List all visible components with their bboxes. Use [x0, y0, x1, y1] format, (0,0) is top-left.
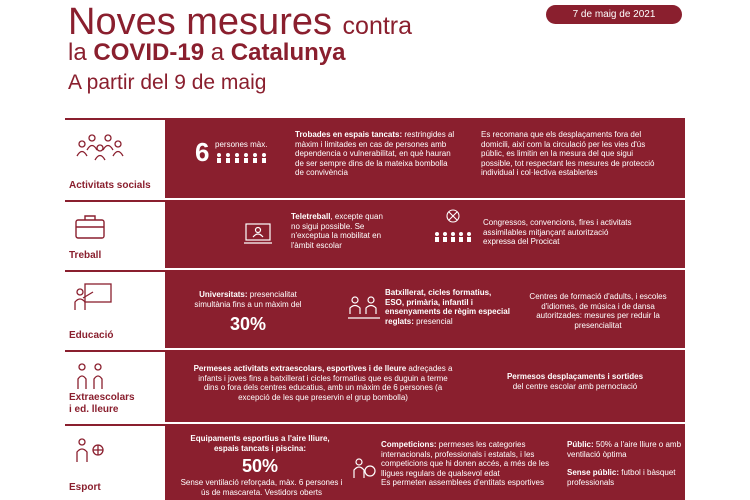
- schools-bold: Batxillerat, cicles formatius, ESO, prim…: [385, 288, 510, 326]
- no-public-text: Sense públic: futbol i bàsquet professio…: [567, 468, 682, 487]
- school-trips-text: Permesos desplaçaments i sortides del ce…: [485, 372, 665, 391]
- category-label: Treball: [69, 250, 102, 261]
- school-trips-bold: Permesos desplaçaments i sortides: [506, 372, 644, 381]
- school-trips-rest: del centre escolar amb pernoctació: [512, 381, 638, 391]
- public-bold: Públic:: [567, 440, 594, 449]
- page-title-line2: la COVID-19 a Catalunya: [68, 38, 345, 68]
- group-people-icon: [76, 134, 124, 161]
- row-sport: Esport Equipaments esportius a l'aire ll…: [65, 424, 685, 500]
- extracurricular-rest: adreçades a infants i joves fins a batxi…: [198, 364, 453, 402]
- telework-rest: , excepte quan no sigui possible. Se n'e…: [291, 212, 383, 250]
- teacher-board-icon: [74, 283, 112, 310]
- indoor-meetings-rest: restringides al màxim i limitades en cas…: [295, 130, 455, 177]
- panel-sport: Equipaments esportius a l'aire lliure, e…: [165, 426, 685, 500]
- competition-icon: [353, 458, 376, 478]
- category-sport: Esport: [65, 426, 165, 500]
- category-work: Treball: [65, 202, 165, 268]
- competitions-rest: permeses les categories internacionals, …: [381, 440, 550, 478]
- public-text: Públic: 50% a l'aire lliure o amb ventil…: [567, 440, 682, 459]
- title-contra: contra: [342, 12, 413, 40]
- assemblies-text: Es permeten assemblees d'entitats esport…: [381, 478, 544, 487]
- indoor-meetings-text: Trobades en espais tancats: restringides…: [295, 130, 455, 178]
- panel-social: 6 persones màx. Trobades en espais tanca…: [165, 120, 685, 198]
- row-extracurricular: Extraescolars i ed. lleure Permeses acti…: [65, 350, 685, 422]
- briefcase-icon: [75, 215, 105, 239]
- category-label: Esport: [69, 482, 101, 493]
- title-la: la: [68, 39, 87, 66]
- category-education: Educació: [65, 272, 165, 348]
- universities-bold: Universitats:: [199, 290, 248, 299]
- children-icon: [77, 363, 103, 389]
- people-count: 6: [195, 137, 210, 167]
- category-social: Activitats socials: [65, 120, 165, 198]
- extracurricular-bold: Permeses activitats extraescolars, espor…: [193, 364, 407, 373]
- universities-percentage: 30%: [229, 314, 267, 334]
- title-main: Noves mesures: [68, 1, 332, 43]
- telework-bold: Teletreball: [291, 212, 331, 221]
- category-label: Activitats socials: [69, 180, 151, 191]
- title-catalunya: Catalunya: [230, 39, 346, 66]
- title-covid: COVID-19: [93, 39, 205, 66]
- sport-facilities-text: Equipaments esportius a l'aire lliure, e…: [190, 434, 330, 453]
- laptop-telework-icon: [244, 223, 272, 244]
- universities-rest: presencialitat simultània fins a un màxi…: [194, 290, 302, 309]
- title-a: a: [210, 39, 225, 66]
- competitions-text: Competicions: permeses les categories in…: [381, 440, 561, 488]
- schools-text: Batxillerat, cicles formatius, ESO, prim…: [385, 288, 510, 326]
- sport-facilities-rules: Sense ventilació reforçada, màx. 6 perso…: [180, 478, 343, 497]
- congress-text: Congressos, convencions, fires i activit…: [483, 218, 632, 246]
- no-congress-icon: [435, 209, 471, 242]
- panel-work: Teletreball, excepte quan no sigui possi…: [165, 202, 685, 268]
- public-rest: 50% a l'aire lliure o amb ventilació òpt…: [567, 440, 682, 459]
- category-extracurricular: Extraescolars i ed. lleure: [65, 352, 165, 422]
- category-label: Extraescolars i ed. lleure: [69, 392, 135, 416]
- no-public-bold: Sense públic:: [567, 468, 620, 477]
- people-count-label: persones màx.: [215, 140, 268, 149]
- page-subtitle: A partir del 9 de maig: [68, 71, 267, 94]
- row-social-activities: Activitats socials 6 persones màx. Troba…: [65, 118, 685, 198]
- people-row-icon: [217, 153, 266, 163]
- indoor-meetings-bold: Trobades en espais tancats:: [295, 130, 403, 139]
- telework-text: Teletreball, excepte quan no sigui possi…: [291, 212, 391, 250]
- adult-centers-text: Centres de formació d'adults, i escoles …: [529, 292, 667, 330]
- schools-rest: presencial: [413, 316, 453, 326]
- category-label-line1: Extraescolars: [69, 392, 135, 403]
- date-badge: 7 de maig de 2021: [546, 5, 682, 24]
- panel-extracurricular: Permeses activitats extraescolars, espor…: [165, 352, 685, 422]
- competitions-bold: Competicions:: [381, 440, 437, 449]
- category-label-line2: i ed. lleure: [69, 404, 119, 415]
- category-label: Educació: [69, 330, 114, 341]
- page-title-line1: Noves mesures contra: [68, 2, 412, 46]
- athlete-ball-icon: [76, 438, 104, 462]
- travel-recommendation-text: Es recomana que els desplaçaments fora d…: [481, 130, 655, 177]
- students-icon: [348, 296, 380, 319]
- extracurricular-text: Permeses activitats extraescolars, espor…: [193, 364, 453, 402]
- panel-education: Universitats: presencialitat simultània …: [165, 272, 685, 348]
- sport-facilities-percentage: 50%: [241, 456, 279, 476]
- row-work: Treball Teletreball, excepte quan no sig…: [65, 200, 685, 268]
- universities-text: Universitats: presencialitat simultània …: [183, 290, 313, 309]
- row-education: Educació Universitats: presencialitat si…: [65, 270, 685, 348]
- no-public-rest: futbol i bàsquet professionals: [567, 468, 676, 487]
